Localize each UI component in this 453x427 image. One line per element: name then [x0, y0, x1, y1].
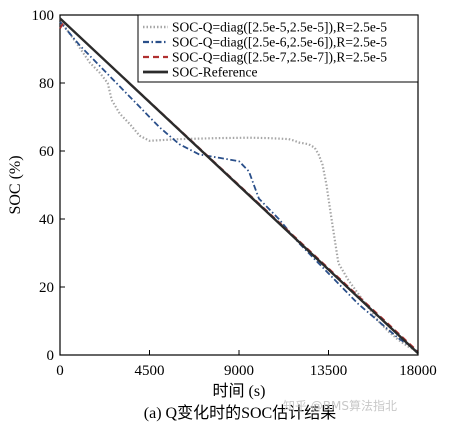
y-tick-label: 0: [47, 348, 55, 364]
y-tick-label: 100: [32, 8, 55, 24]
legend-items: SOC-Q=diag([2.5e-5,2.5e-5]),R=2.5e-5SOC-…: [143, 20, 387, 80]
legend-label-1: SOC-Q=diag([2.5e-5,2.5e-5]),R=2.5e-5: [172, 20, 387, 35]
y-tick-label: 80: [39, 76, 54, 92]
series-line-2: [59, 21, 419, 353]
x-axis-label: 时间 (s): [213, 382, 266, 400]
x-tick-label: 13500: [310, 363, 348, 379]
watermark: 知乎 @BMS算法指北: [283, 398, 397, 413]
y-tick-label: 40: [39, 212, 54, 228]
y-tick-label: 60: [39, 144, 54, 160]
x-tick-label: 4500: [135, 363, 165, 379]
legend: SOC-Q=diag([2.5e-5,2.5e-5]),R=2.5e-5SOC-…: [137, 14, 419, 83]
y-axis-label: SOC (%): [7, 155, 24, 214]
series-layer: [59, 17, 419, 355]
legend-label-3: SOC-Q=diag([2.5e-7,2.5e-7]),R=2.5e-5: [172, 50, 387, 65]
figure-caption: (a) Q变化时的SOC估计结果: [144, 404, 336, 422]
x-tick-label: 18000: [399, 363, 437, 379]
y-tick-label: 20: [39, 280, 54, 296]
x-tick-label: 0: [56, 363, 64, 379]
series-line-4: [59, 17, 419, 355]
legend-label-2: SOC-Q=diag([2.5e-6,2.5e-6]),R=2.5e-5: [172, 35, 387, 50]
ticks-layer: 0 4500 9000 13500 18000 0 20 40 60 80 100: [32, 8, 437, 379]
legend-box: [137, 14, 419, 83]
x-tick-label: 9000: [224, 363, 254, 379]
legend-label-4: SOC-Reference: [172, 65, 257, 80]
